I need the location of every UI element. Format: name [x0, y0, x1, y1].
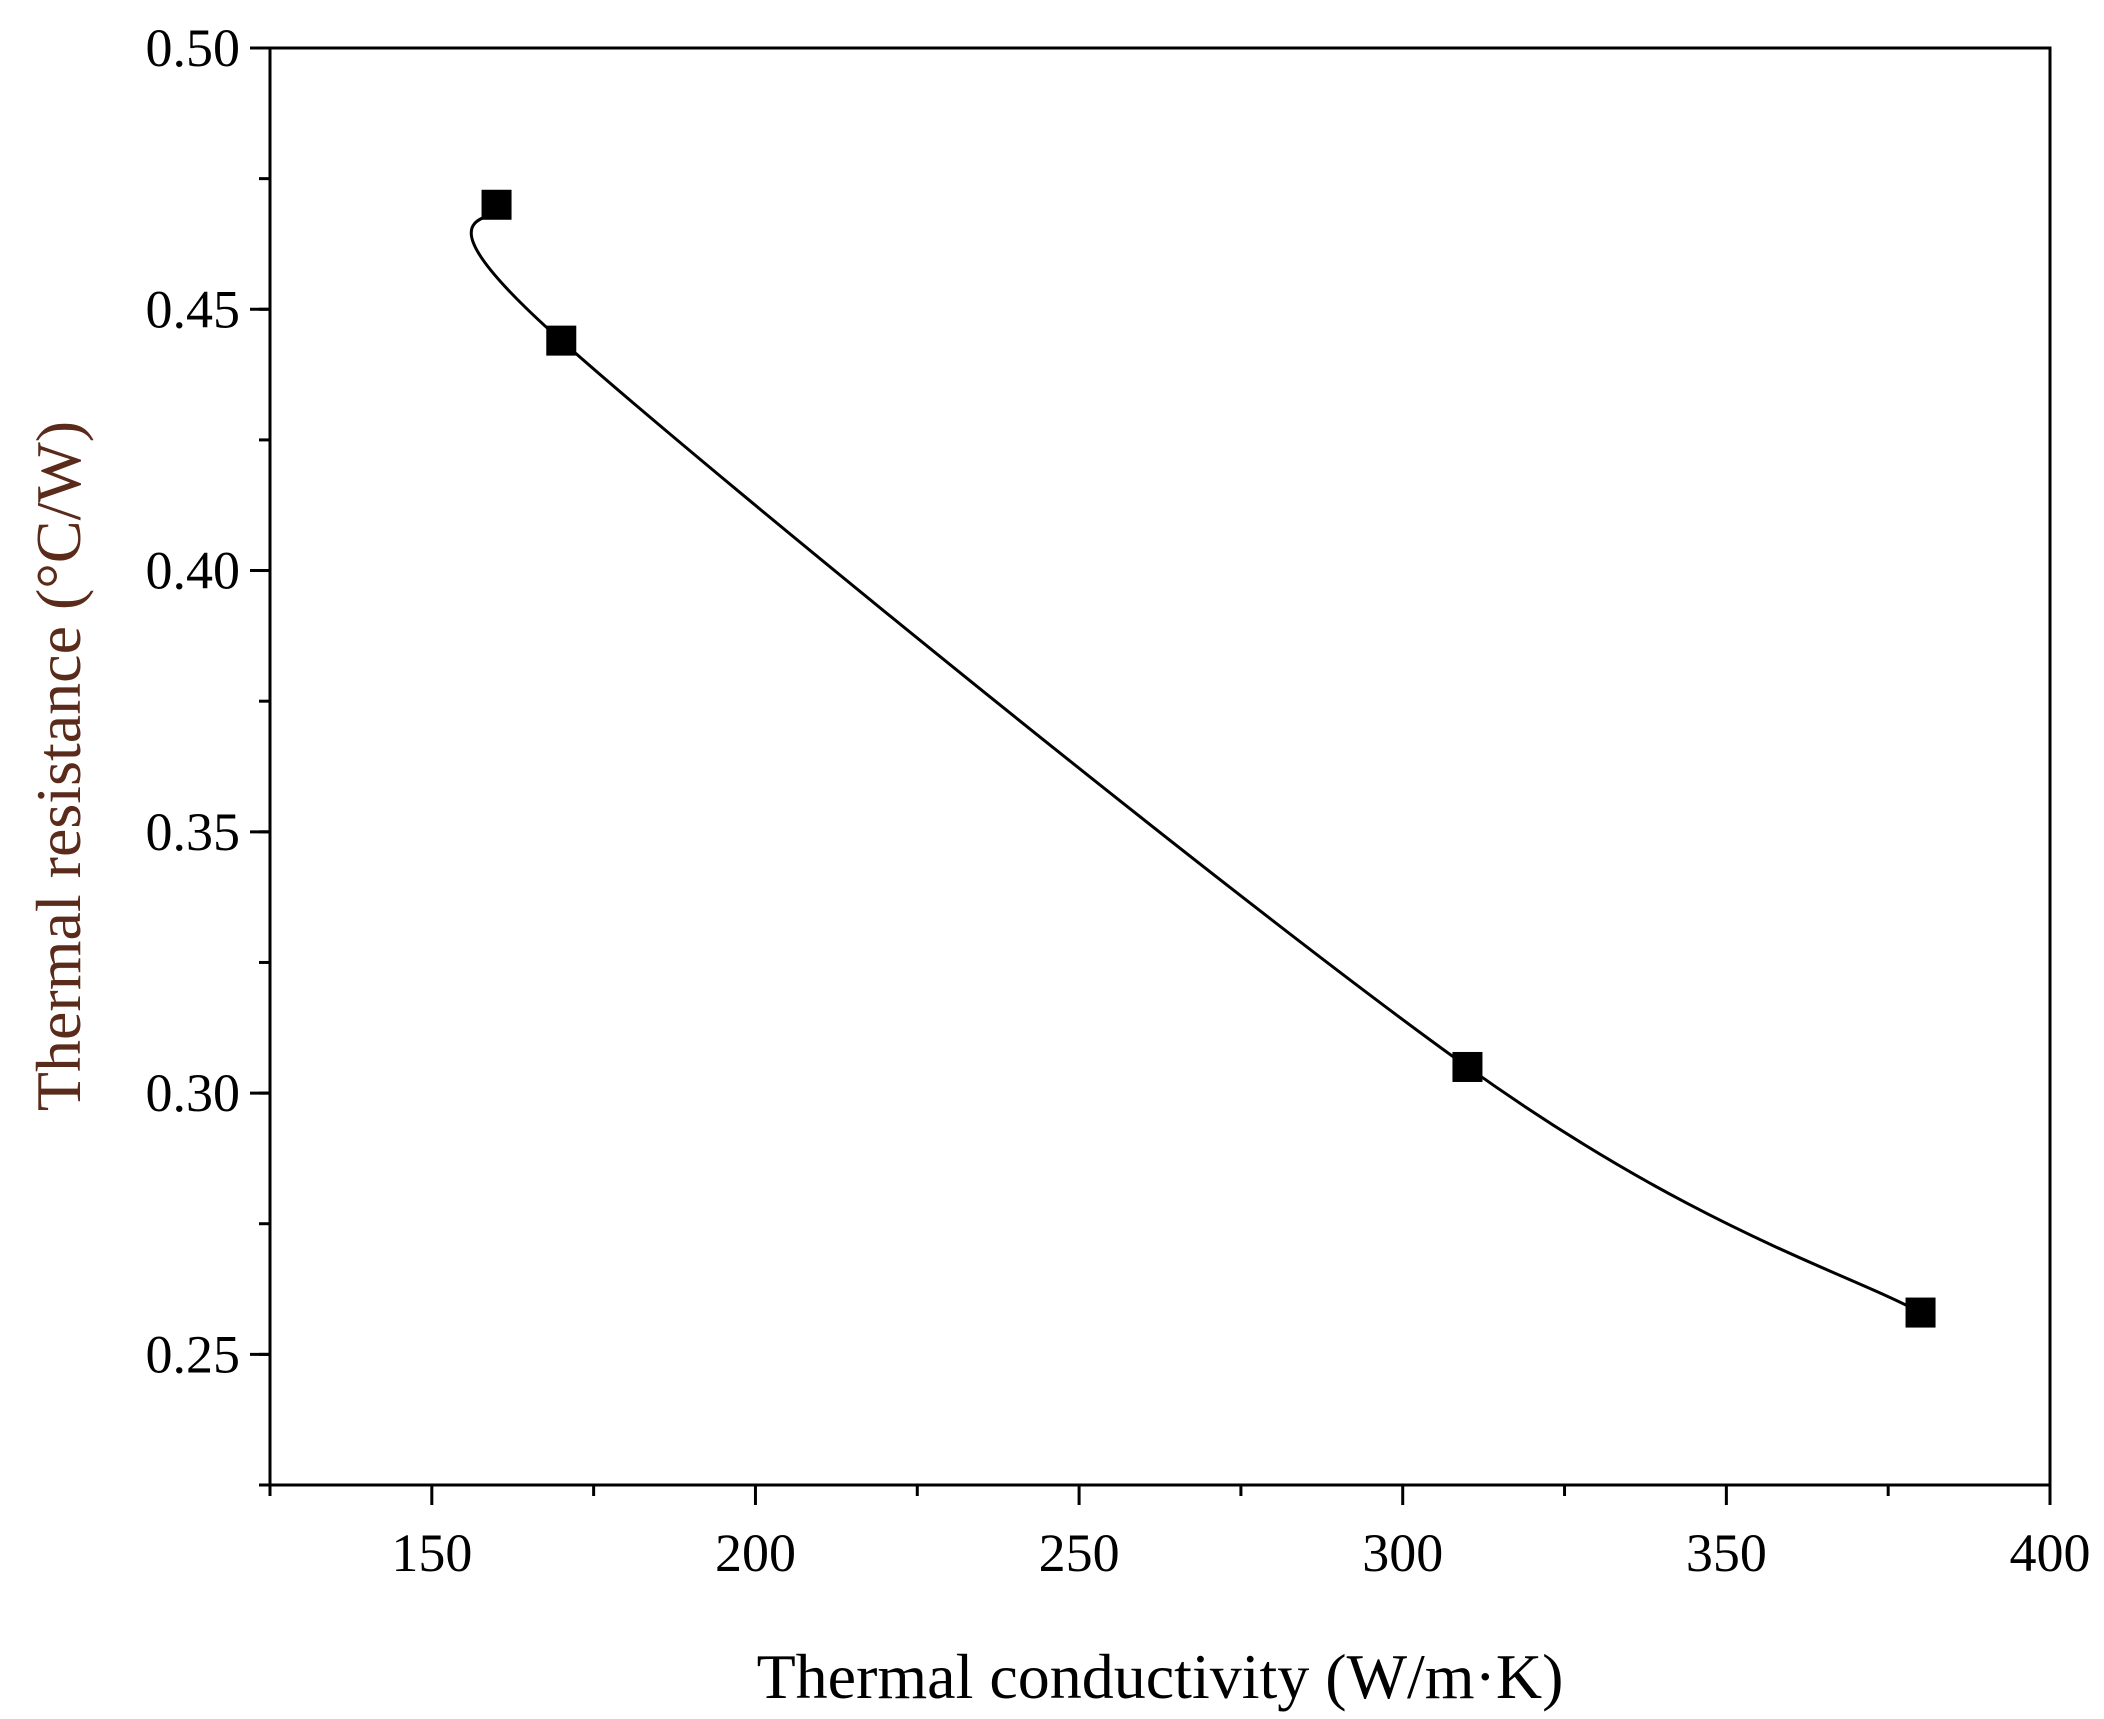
y-tick-label-0.40: 0.40: [146, 541, 241, 601]
data-point-310: [1452, 1051, 1483, 1082]
y-tick-label-0.50: 0.50: [146, 18, 241, 78]
data-point-160: [481, 189, 512, 220]
x-ticks: 150 200 250 300 350 400: [391, 1485, 2091, 1583]
y-tick-label-0.30: 0.30: [146, 1063, 241, 1123]
x-minor-ticks: [268, 1485, 1890, 1496]
y-tick-label-0.25: 0.25: [146, 1324, 241, 1384]
plot-frame: [268, 46, 2052, 1487]
x-tick-label-400: 400: [2010, 1523, 2091, 1583]
x-tick-label-250: 250: [1039, 1523, 1120, 1583]
x-tick-label-150: 150: [391, 1523, 472, 1583]
data-point-170: [546, 325, 577, 356]
y-ticks: 0.25 0.30 0.35 0.40 0.45 0.50: [146, 18, 270, 1384]
x-tick-label-200: 200: [715, 1523, 796, 1583]
series-markers: [481, 189, 1936, 1328]
x-axis-title: Thermal conductivity (W/m·K): [757, 1641, 1564, 1712]
y-tick-label-0.35: 0.35: [146, 802, 241, 862]
series-curve: [469, 204, 1922, 1314]
y-tick-label-0.45: 0.45: [146, 279, 241, 339]
x-tick-label-300: 300: [1362, 1523, 1443, 1583]
x-tick-label-350: 350: [1686, 1523, 1767, 1583]
y-axis-title: Thermal resistance (°C/W): [23, 421, 94, 1111]
data-point-380: [1905, 1297, 1936, 1328]
